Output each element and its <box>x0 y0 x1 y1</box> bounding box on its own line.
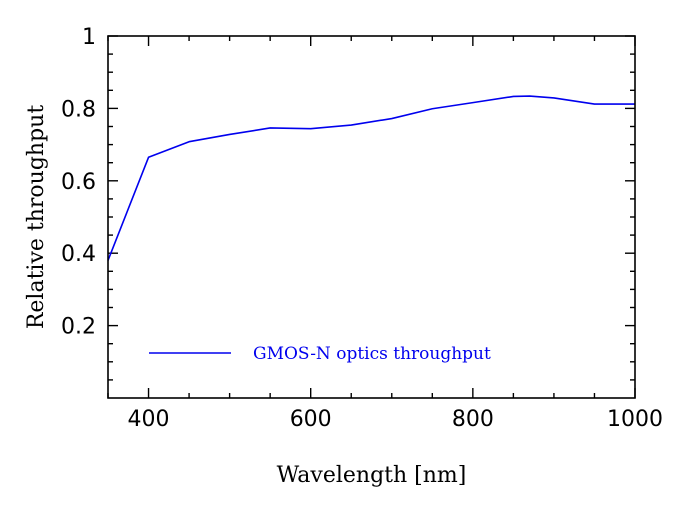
y-tick-label: 0.4 <box>61 242 96 267</box>
x-axis-title: Wavelength [nm] <box>277 463 467 488</box>
tick-marks <box>107 35 636 398</box>
x-tick-label: 600 <box>290 407 332 432</box>
x-tick-label: 400 <box>128 407 170 432</box>
tick-labels: 400 600 800 1000 0.2 0.4 0.6 0.8 1 <box>61 25 663 432</box>
plot-frame <box>107 35 636 399</box>
y-axis-title: Relative throughput <box>24 105 49 329</box>
y-tick-label: 1 <box>82 25 96 50</box>
x-tick-label: 1000 <box>607 407 663 432</box>
legend: GMOS-N optics throughput <box>149 344 491 364</box>
y-tick-label: 0.8 <box>61 97 96 122</box>
series-lines <box>107 95 635 261</box>
y-tick-label: 0.6 <box>61 170 96 195</box>
x-tick-label: 800 <box>452 407 494 432</box>
y-tick-label: 0.2 <box>61 315 96 340</box>
series-line-gmos-n <box>107 95 635 261</box>
legend-label: GMOS-N optics throughput <box>253 344 491 364</box>
